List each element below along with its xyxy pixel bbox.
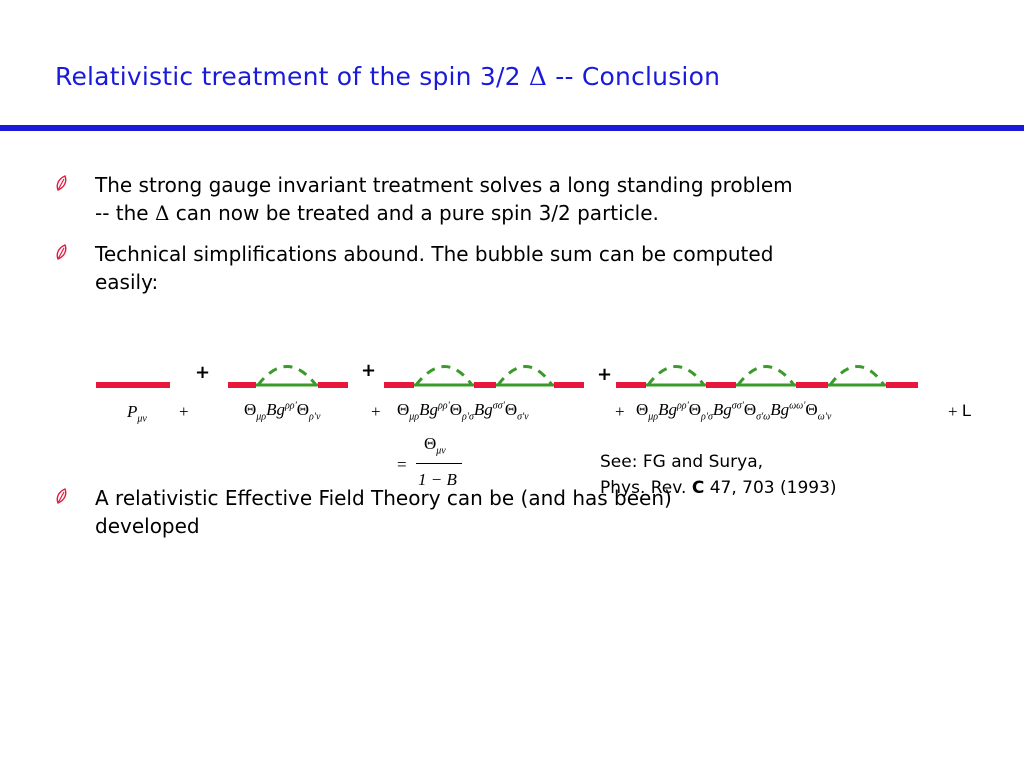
- leaf-bullet-icon: [55, 171, 71, 191]
- title-delta-symbol: Δ: [528, 62, 548, 91]
- equation-plus: +: [948, 402, 958, 421]
- bullet-text: easily:: [95, 270, 159, 294]
- equation-term-3: ΘμρBgρρ'Θρ'σBgσσ'Θσ'ν: [397, 400, 529, 423]
- bubble-sum-diagram: [96, 365, 918, 388]
- fraction-denominator: 1 − B: [418, 470, 457, 489]
- bullet-text: can now be treated and a pure spin 3/2 p…: [175, 201, 659, 225]
- plus-sign: +: [361, 360, 377, 381]
- bullet-item: The strong gauge invariant treatment sol…: [55, 171, 925, 227]
- self-energy-loop: [256, 365, 318, 386]
- reference-line-1: See: FG and Surya,: [600, 452, 764, 472]
- equation-plus: +: [615, 402, 625, 421]
- plus-sign: +: [597, 364, 613, 385]
- bullet-item: Technical simplifications abound. The bu…: [55, 240, 925, 296]
- equation-term-2: ΘμρBgρρ'Θρ'ν: [244, 400, 321, 423]
- plus-sign: +: [195, 362, 211, 383]
- title-divider: [0, 125, 1024, 131]
- equation-plus: +: [179, 402, 189, 421]
- self-energy-loop: [496, 365, 554, 386]
- fraction-numerator: Θμν: [424, 434, 446, 457]
- reference-line-2: Phys. Rev. C 47, 703 (1993): [600, 478, 837, 498]
- equation-ellipsis: L: [962, 401, 972, 420]
- reference-note: See: FG and Surya, Phys. Rev. C 47, 703 …: [600, 449, 837, 501]
- equals-sign: =: [397, 455, 407, 474]
- self-energy-loop: [414, 365, 474, 386]
- title-suffix: -- Conclusion: [555, 62, 721, 91]
- bullet-text: developed: [95, 514, 200, 538]
- equation-term-4: ΘμρBgρρ'Θρ'σBgσσ'Θσ'ωBgωω'Θω'ν: [636, 400, 832, 423]
- equation-term-1: Pμν: [127, 402, 147, 425]
- self-energy-loop: [736, 365, 796, 386]
- self-energy-loop: [646, 365, 706, 386]
- leaf-bullet-icon: [55, 240, 71, 260]
- bullet-text: A relativistic Effective Field Theory ca…: [95, 486, 672, 510]
- delta-symbol: Δ: [154, 201, 170, 225]
- bullet-text: Technical simplifications abound. The bu…: [95, 242, 774, 266]
- bullet-text: -- the: [95, 201, 149, 225]
- self-energy-loop: [828, 365, 886, 386]
- slide-title: Relativistic treatment of the spin 3/2 Δ…: [55, 62, 720, 91]
- title-text: Relativistic treatment of the spin 3/2: [55, 62, 521, 91]
- bullet-text: The strong gauge invariant treatment sol…: [95, 173, 793, 197]
- bullet-item: A relativistic Effective Field Theory ca…: [55, 484, 925, 540]
- equation-plus: +: [371, 402, 381, 421]
- fraction-bar: [416, 463, 462, 464]
- leaf-bullet-icon: [55, 484, 71, 504]
